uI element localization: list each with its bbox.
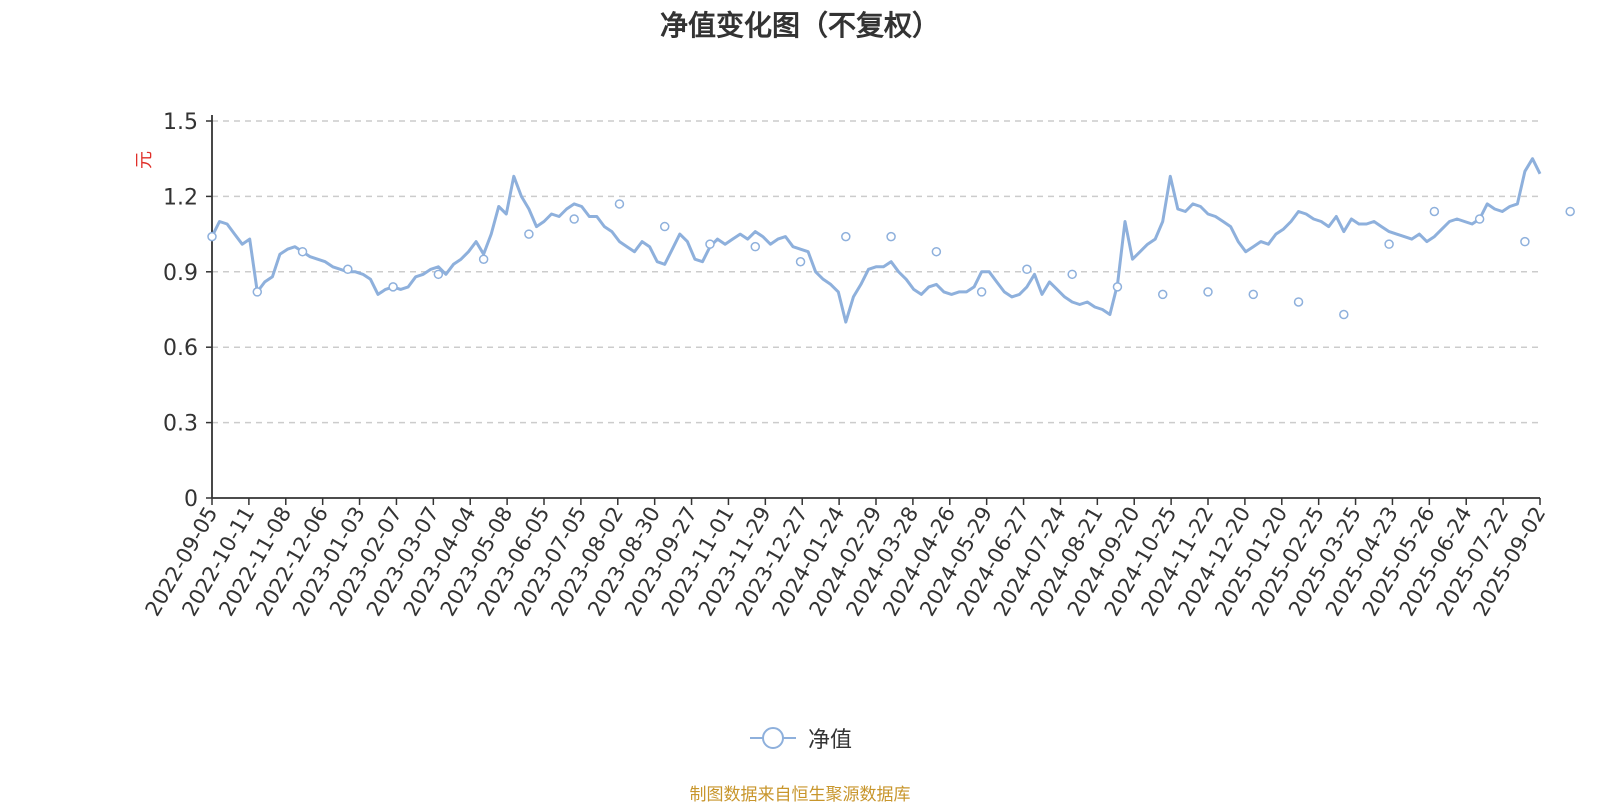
- data-point[interactable]: [841, 231, 851, 242]
- legend-line-marker-icon: [749, 727, 796, 749]
- data-point[interactable]: [388, 282, 398, 292]
- data-point[interactable]: [297, 246, 308, 257]
- y-tick-label: 0.9: [163, 261, 198, 286]
- data-point[interactable]: [1067, 269, 1077, 280]
- y-tick-label: 0: [184, 487, 198, 512]
- data-point[interactable]: [1022, 264, 1032, 275]
- y-tick-label: 0.3: [163, 412, 198, 437]
- data-point[interactable]: [931, 246, 942, 257]
- data-point[interactable]: [750, 241, 761, 252]
- data-point[interactable]: [252, 287, 263, 297]
- data-point[interactable]: [207, 231, 217, 242]
- data-point[interactable]: [433, 269, 444, 280]
- y-tick-label: 1.5: [163, 110, 198, 135]
- data-point[interactable]: [886, 231, 896, 242]
- y-tick-label: 0.6: [163, 336, 198, 361]
- data-point[interactable]: [1112, 282, 1123, 292]
- data-point[interactable]: [343, 264, 353, 275]
- data-point[interactable]: [1429, 206, 1440, 217]
- data-point[interactable]: [1203, 287, 1213, 297]
- data-point[interactable]: [569, 214, 579, 224]
- data-point[interactable]: [1157, 289, 1168, 300]
- data-point[interactable]: [524, 229, 534, 239]
- y-axis-label: 元: [134, 151, 155, 169]
- data-point[interactable]: [1248, 289, 1259, 300]
- series-layer: [210, 157, 1542, 324]
- legend-label: 净值: [807, 728, 852, 753]
- data-point[interactable]: [705, 239, 715, 249]
- grid-lines: [212, 120, 1540, 424]
- axes: [206, 115, 1541, 505]
- data-point[interactable]: [795, 256, 806, 267]
- markers: [207, 199, 1575, 320]
- data-point[interactable]: [659, 221, 670, 232]
- data-point[interactable]: [1339, 309, 1349, 320]
- data-point[interactable]: [1565, 206, 1575, 217]
- chart-title: 净值变化图（不复权）: [659, 9, 940, 42]
- data-point[interactable]: [1474, 214, 1485, 224]
- data-point[interactable]: [1293, 297, 1304, 307]
- data-point[interactable]: [478, 254, 489, 264]
- data-point[interactable]: [1520, 236, 1530, 247]
- data-point[interactable]: [614, 199, 625, 209]
- y-tick-label: 1.2: [163, 185, 198, 210]
- x-tick-labels: 2022-09-052022-10-112022-11-082022-12-06…: [141, 503, 1551, 621]
- data-point[interactable]: [1384, 239, 1394, 249]
- source-note: 制图数据来自恒生聚源数据库: [689, 785, 911, 805]
- data-point[interactable]: [976, 287, 987, 297]
- legend[interactable]: 净值: [0, 722, 1600, 754]
- series-line: [210, 157, 1542, 324]
- y-tick-labels: 0 0.3 0.6 0.9 1.2 1.5: [163, 110, 198, 512]
